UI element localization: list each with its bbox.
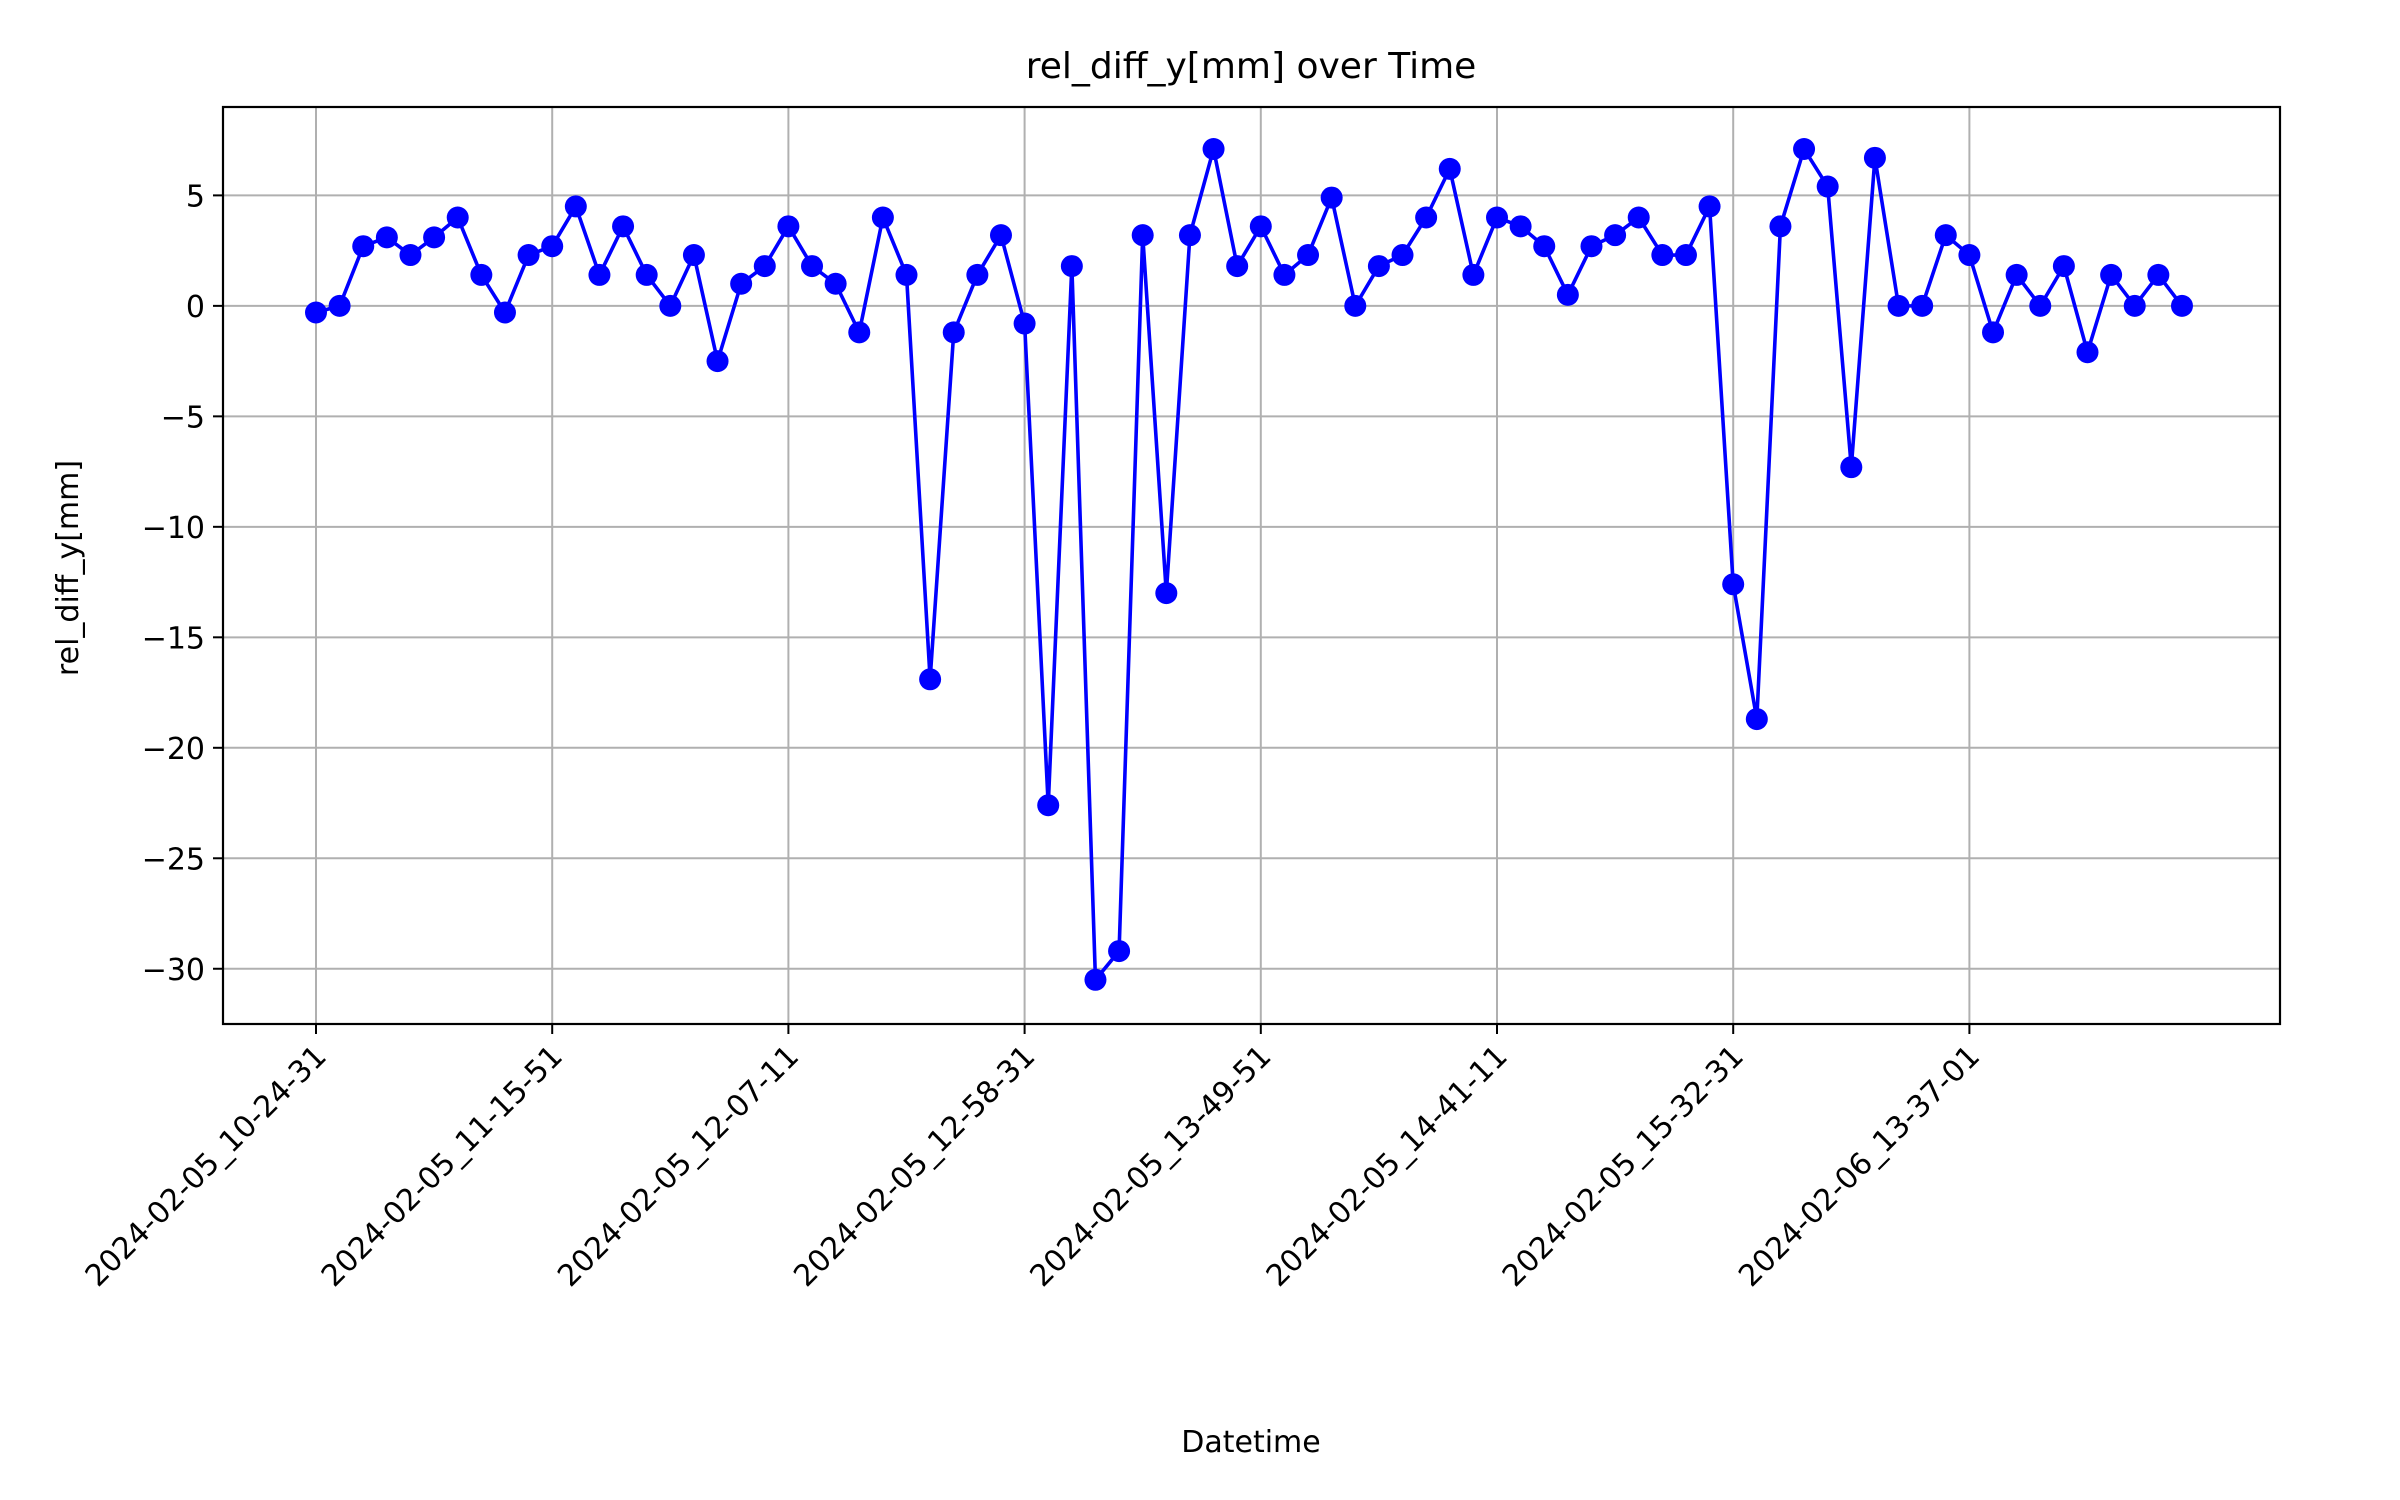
data-point [801, 255, 824, 278]
data-point [2100, 263, 2123, 286]
data-point [1297, 244, 1320, 267]
data-point [1344, 294, 1367, 317]
data-point [2052, 255, 2075, 278]
data-point [2123, 294, 2146, 317]
y-tick-label: 0 [186, 290, 205, 325]
data-point [1415, 206, 1438, 229]
data-point [1178, 224, 1201, 247]
y-tick-label: 5 [186, 179, 205, 214]
data-point [942, 321, 965, 344]
data-point [305, 301, 327, 324]
data-point [2147, 263, 2170, 286]
data-point [541, 235, 564, 258]
data-point [1367, 255, 1390, 278]
data-point [588, 263, 611, 286]
data-point [682, 244, 705, 267]
data-point [517, 244, 540, 267]
data-point [1037, 794, 1060, 817]
data-point [1013, 312, 1036, 335]
y-tick-label: −30 [142, 953, 205, 988]
y-tick-label: −20 [142, 732, 205, 767]
data-point [2170, 294, 2193, 317]
data-point [399, 244, 422, 267]
data-point [1226, 255, 1249, 278]
data-point [777, 215, 800, 238]
data-point [635, 263, 658, 286]
data-point [989, 224, 1012, 247]
grid [223, 107, 2280, 1024]
y-tick-label: −25 [142, 842, 205, 877]
data-point [1722, 573, 1745, 596]
data-point [1627, 206, 1650, 229]
data-point [1674, 244, 1697, 267]
data-point [1793, 137, 1816, 160]
data-point [1745, 708, 1768, 731]
data-point [1533, 235, 1556, 258]
data-point [1155, 582, 1178, 605]
data-point [423, 226, 446, 249]
y-axis: 5 0 −5 −10 −15 −20 −25 −30 [142, 179, 223, 988]
data-point [1273, 263, 1296, 286]
data-point [2029, 294, 2052, 317]
data-point [564, 195, 587, 218]
data-point [1486, 206, 1508, 229]
data-point [1934, 224, 1957, 247]
data-point [493, 301, 516, 324]
data-point [1556, 283, 1579, 306]
data-point [1060, 255, 1083, 278]
plot-frame [221, 105, 2282, 1026]
data-point [2005, 263, 2028, 286]
data-point [446, 206, 469, 229]
data-point [753, 255, 776, 278]
data-point [328, 294, 351, 317]
data-point [1131, 224, 1154, 247]
chart-title: rel_diff_y[mm] over Time [1026, 46, 1477, 87]
y-tick-label: −5 [161, 400, 205, 435]
data-point [966, 263, 989, 286]
data-point [1958, 244, 1981, 267]
data-point [730, 272, 753, 295]
x-axis-label: Datetime [1181, 1425, 1320, 1460]
data-point [1816, 175, 1839, 198]
data-point [706, 350, 729, 373]
data-point [1651, 244, 1674, 267]
data-point [470, 263, 493, 286]
data-point [1604, 224, 1627, 247]
data-point [1202, 137, 1225, 160]
data-point [1982, 321, 2005, 344]
data-point [1249, 215, 1272, 238]
data-point [659, 294, 682, 317]
data-point [871, 206, 894, 229]
data-point [1887, 294, 1910, 317]
data-point [1438, 157, 1461, 180]
data-point [1840, 456, 1863, 479]
data-point [1580, 235, 1603, 258]
data-point [612, 215, 635, 238]
data-point [1320, 186, 1343, 209]
data-point [375, 226, 398, 249]
data-point [1108, 940, 1131, 963]
data-point [1911, 294, 1934, 317]
y-tick-label: −10 [142, 511, 205, 546]
y-tick-label: −15 [142, 621, 205, 656]
data-point [848, 321, 871, 344]
data-point [352, 235, 375, 258]
data-point [1698, 195, 1721, 218]
data-point [919, 668, 942, 691]
data-point [1769, 215, 1792, 238]
data-point [1084, 968, 1107, 991]
data-point [1509, 215, 1532, 238]
data-point [1863, 146, 1886, 169]
data-point [1462, 263, 1485, 286]
y-axis-label: rel_diff_y[mm] [51, 460, 86, 676]
data-point [895, 263, 918, 286]
plot-series [305, 137, 2193, 991]
data-point [824, 272, 847, 295]
data-point [1391, 244, 1414, 267]
data-point [2076, 341, 2099, 364]
